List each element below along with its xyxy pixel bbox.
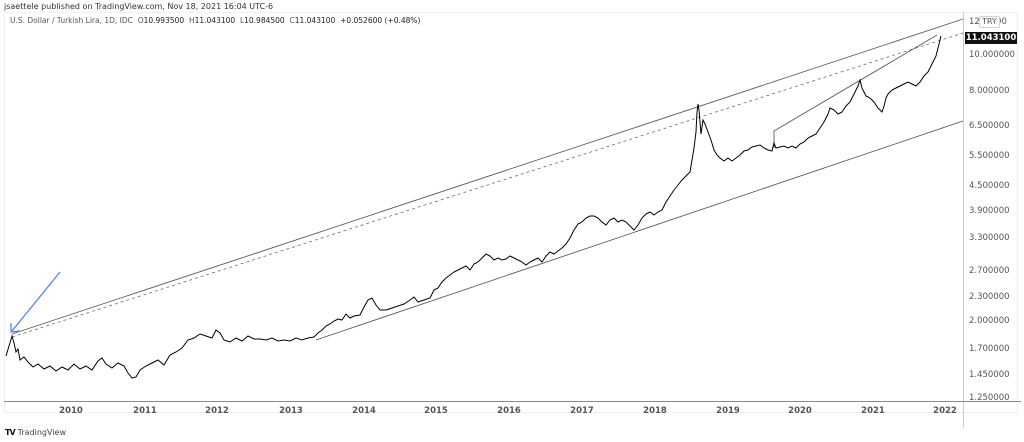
price-label: 1.700000	[969, 344, 1010, 354]
price-label: 2.700000	[969, 266, 1010, 276]
last-price-tag: 11.043100	[965, 32, 1017, 44]
high-value: 11.043100	[194, 16, 236, 25]
time-label: 2011	[133, 406, 157, 416]
time-label: 2016	[497, 406, 521, 416]
time-label: 2021	[861, 406, 885, 416]
open-value: 10.993500	[143, 16, 185, 25]
arrow-icon[interactable]	[10, 271, 61, 333]
price-label: 1.450000	[969, 370, 1010, 380]
lower-channel-line[interactable]	[315, 120, 964, 341]
price-label: 2.000000	[969, 316, 1010, 326]
price-line	[5, 35, 942, 379]
time-label: 2015	[424, 406, 448, 416]
time-label: 2019	[716, 406, 740, 416]
low-value: 10.984500	[244, 16, 285, 25]
time-label: 2012	[205, 406, 229, 416]
price-label: 10.000000	[969, 50, 1015, 60]
price-label: 4.500000	[969, 181, 1010, 191]
symbol-name: U.S. Dollar / Turkish Lira, 1D, IDC	[10, 16, 133, 25]
price-label: 2.300000	[969, 292, 1010, 302]
change-value: +0.052600 (+0.48%)	[340, 16, 421, 25]
upper-channel-line[interactable]	[11, 18, 964, 335]
price-label: 5.500000	[969, 151, 1010, 161]
time-label: 2017	[570, 406, 594, 416]
price-label: 1.250000	[969, 393, 1010, 403]
publisher-line: jsaettele published on TradingView.com, …	[4, 2, 274, 11]
close-value: 11.043100	[294, 16, 336, 25]
price-axis-separator	[963, 12, 964, 428]
symbol-legend: U.S. Dollar / Turkish Lira, 1D, IDC O10.…	[10, 16, 421, 25]
currency-badge[interactable]: TRY	[979, 16, 1000, 28]
time-label: 2018	[643, 406, 667, 416]
time-label: 2013	[279, 406, 303, 416]
time-label: 2022	[933, 406, 957, 416]
time-label: 2020	[788, 406, 812, 416]
tradingview-logo[interactable]: TV TradingView	[5, 428, 66, 437]
chart-frame	[4, 12, 1018, 413]
time-axis-separator	[4, 401, 1021, 402]
brand-name: TradingView	[17, 428, 66, 437]
price-label: 3.300000	[969, 233, 1010, 243]
price-label: 6.500000	[969, 121, 1010, 131]
time-label: 2010	[59, 406, 83, 416]
tradingview-logo-icon: TV	[5, 428, 16, 437]
price-label: 8.000000	[969, 86, 1010, 96]
time-label: 2014	[352, 406, 376, 416]
dashed-line[interactable]	[11, 32, 964, 338]
price-label: 3.900000	[969, 206, 1010, 216]
price-axis-top-partial: 12 00	[969, 17, 1007, 27]
